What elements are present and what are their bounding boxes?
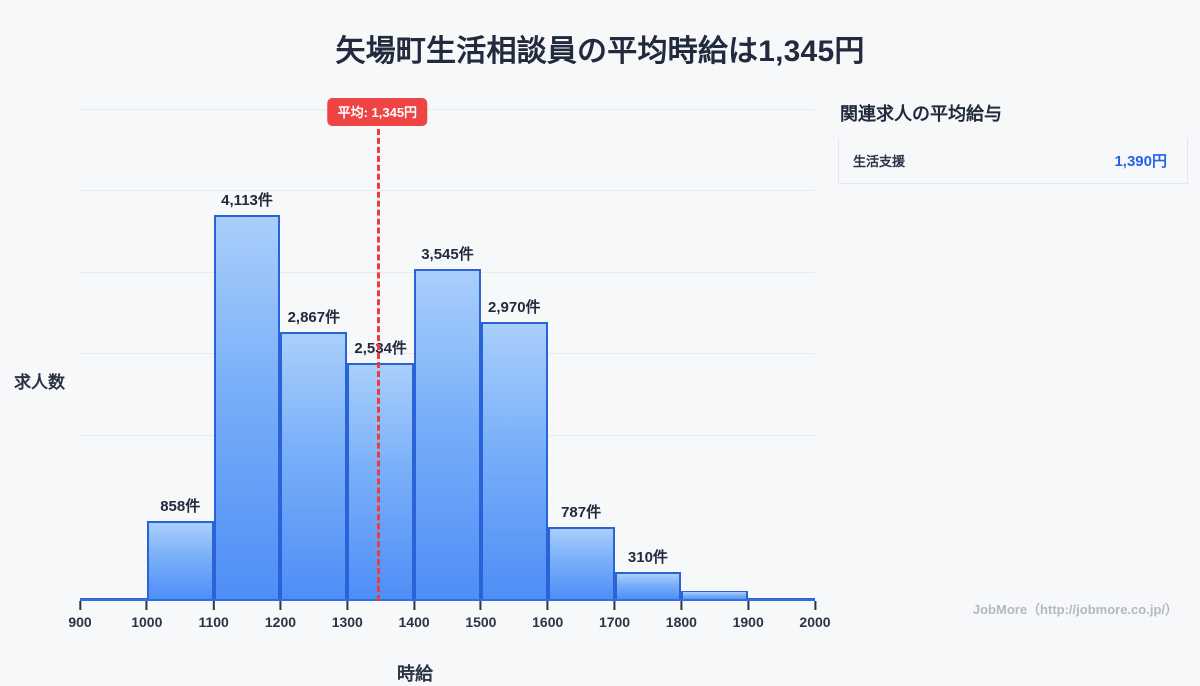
tick-mark [747,601,750,610]
x-tick: 1600 [532,601,563,630]
x-axis-ticks: 900 1000 1100 1200 1300 1400 1500 1600 1700 1800 1… [68,601,831,641]
histogram-bar[interactable] [480,322,548,601]
histogram-bar[interactable] [547,527,615,601]
histogram-bar[interactable] [347,363,415,601]
tick-mark [479,601,482,610]
tick-label: 1000 [131,614,163,630]
bar-slot: 858件 [146,179,214,601]
tick-label: 1600 [532,614,564,630]
related-salary-heading: 関連求人の平均給与 [840,104,1002,124]
plot-area: 858件 4,113件 2,867件 2,534件 3,545件 2,970件 787件 31… [80,98,815,601]
bar-value-label: 858件 [160,498,201,515]
histogram-chart: 求人数 858件 4,113件 2,867件 2,534件 3,545件 2,970件 78… [0,88,831,684]
x-tick: 2000 [799,601,831,630]
tick-mark [546,601,549,610]
related-salary-panel: 関連求人の平均給与 生活支援 1,390円 [838,100,1189,184]
tick-label: 1700 [598,614,631,630]
tick-label: 1800 [665,614,697,630]
tick-mark [413,601,416,610]
x-tick: 1400 [399,601,430,630]
x-tick: 1300 [332,601,363,630]
histogram-bar[interactable] [414,269,481,601]
tick-mark [145,601,148,610]
x-axis-line [80,599,815,601]
tick-label: 2000 [799,614,831,630]
x-tick: 1000 [131,601,162,630]
bar-slot [681,179,749,601]
bar-slot: 787件 [547,179,615,601]
related-job-name: 生活支援 [838,138,1006,184]
tick-label: 1200 [264,614,297,630]
tick-mark [814,601,816,610]
bar-slot: 2,867件 [280,179,348,601]
gridline [80,109,815,110]
tick-label: 1900 [732,614,764,630]
bar-slot: 2,534件 [347,179,415,601]
x-tick: 1200 [265,601,296,630]
bar-value-label: 2,867件 [287,309,341,326]
histogram-bar[interactable] [146,521,214,601]
bar-value-label: 2,534件 [354,340,407,357]
tick-mark [78,601,81,610]
bar-value-label: 3,545件 [421,246,474,263]
histogram-bar[interactable] [614,572,682,601]
histogram-bar[interactable] [280,332,348,601]
bar-slot: 4,113件 [213,179,281,601]
x-axis-title: 時給 [397,664,433,684]
bar-slot: 310件 [614,179,682,601]
gridline [80,190,815,191]
average-badge: 平均: 1,345円 [327,98,428,126]
related-job-salary: 1,390円 [1005,138,1189,184]
x-tick: 1100 [198,601,229,630]
tick-mark [212,601,215,610]
tick-mark [613,601,616,610]
tick-label: 1400 [398,614,430,630]
x-tick: 1800 [666,601,697,630]
x-tick: 1500 [465,601,496,630]
related-salary-table: 生活支援 1,390円 [838,138,1189,184]
bar-slot: 2,970件 [480,179,548,601]
x-tick: 1700 [599,601,630,630]
tick-mark [346,601,349,610]
tick-label: 1100 [198,614,229,630]
tick-mark [680,601,683,610]
bar-slot [748,179,815,601]
bar-value-label: 2,970件 [488,299,541,316]
bar-value-label: 787件 [561,504,602,521]
x-tick: 900 [68,601,92,630]
average-line [377,120,381,601]
bar-slot [80,179,147,601]
tick-label: 1500 [465,614,497,630]
watermark-credit: JobMore（http://jobmore.co.jp/） [972,602,1178,617]
tick-label: 900 [68,614,92,630]
histogram-bar[interactable] [213,215,281,601]
x-tick: 1900 [733,601,764,630]
y-axis-title: 求人数 [14,373,65,392]
tick-label: 1300 [331,614,363,630]
bar-value-label: 4,113件 [221,192,273,209]
table-row[interactable]: 生活支援 1,390円 [838,138,1189,184]
bar-slot: 3,545件 [414,179,481,601]
bar-series: 858件 4,113件 2,867件 2,534件 3,545件 2,970件 787件 31… [80,179,815,601]
page-title: 矢場町生活相談員の平均時給は1,345円 [335,35,865,68]
tick-mark [279,601,282,610]
bar-value-label: 310件 [627,549,668,566]
